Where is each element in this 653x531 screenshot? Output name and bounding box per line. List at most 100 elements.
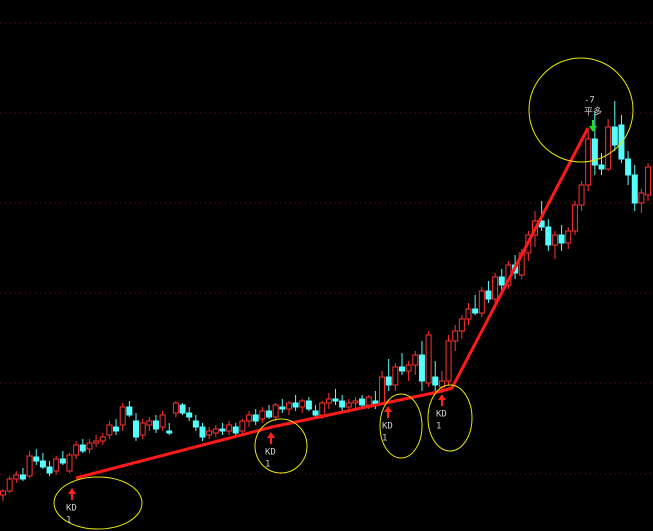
candle-body bbox=[445, 340, 452, 382]
signal-arrow bbox=[384, 406, 392, 418]
candle-body bbox=[239, 420, 246, 432]
signal-label: KD bbox=[265, 448, 276, 458]
candles bbox=[0, 101, 652, 501]
candle-body bbox=[179, 404, 186, 414]
exit-arrow bbox=[589, 120, 597, 132]
candle-body bbox=[565, 230, 572, 244]
candle-body bbox=[232, 426, 239, 434]
trend-line bbox=[75, 127, 590, 480]
candle-body bbox=[79, 444, 86, 452]
candle-body bbox=[591, 138, 598, 166]
candle-body bbox=[119, 406, 126, 426]
candle-body bbox=[305, 400, 312, 410]
candle-body bbox=[571, 204, 578, 232]
candle-body bbox=[86, 442, 93, 450]
candle-body bbox=[192, 420, 199, 428]
candle-body bbox=[339, 400, 346, 408]
candle-body bbox=[319, 402, 326, 416]
candle-body bbox=[6, 478, 13, 492]
candle-body bbox=[246, 414, 253, 422]
candle-body bbox=[66, 454, 73, 472]
candle-body bbox=[379, 376, 386, 404]
candle-body bbox=[59, 458, 66, 464]
candle-body bbox=[498, 276, 505, 286]
candle-body bbox=[259, 410, 266, 420]
candle-body bbox=[312, 410, 319, 416]
candle-body bbox=[219, 428, 226, 432]
candle-body bbox=[425, 334, 432, 384]
candle-body bbox=[611, 126, 618, 146]
candle-body bbox=[485, 290, 492, 300]
candle-body bbox=[226, 424, 233, 432]
signal-count: 1 bbox=[436, 422, 441, 432]
candle-body bbox=[166, 430, 173, 434]
signal-label: KD bbox=[382, 422, 393, 432]
candle-body bbox=[199, 426, 206, 438]
candle-body bbox=[638, 192, 645, 204]
candle-body bbox=[551, 234, 558, 246]
candle-body bbox=[418, 354, 425, 382]
signal-label: KD bbox=[66, 504, 77, 514]
exit-value: -7 bbox=[584, 96, 595, 106]
candle-body bbox=[33, 456, 40, 462]
candle-body bbox=[492, 276, 499, 300]
exit-circle bbox=[528, 57, 634, 163]
candle-body bbox=[292, 402, 299, 408]
signal-count: 1 bbox=[382, 434, 387, 444]
candle-body bbox=[578, 184, 585, 206]
signal-label: KD bbox=[436, 410, 447, 420]
candle-body bbox=[186, 412, 193, 418]
candle-body bbox=[133, 420, 139, 438]
candle-body bbox=[452, 330, 459, 342]
candle-body bbox=[345, 402, 352, 408]
candle-body bbox=[399, 366, 405, 372]
candle-body bbox=[0, 490, 6, 496]
signal-circle bbox=[53, 476, 143, 530]
candle-body bbox=[478, 290, 485, 314]
candle-body bbox=[212, 428, 219, 434]
candle-body bbox=[46, 466, 53, 474]
candle-body bbox=[39, 460, 46, 468]
candle-body bbox=[206, 430, 213, 436]
candle-body bbox=[558, 234, 565, 244]
candle-body bbox=[325, 398, 332, 404]
candle-body bbox=[272, 404, 279, 418]
candle-body bbox=[113, 426, 120, 432]
candle-body bbox=[146, 420, 153, 426]
candle-body bbox=[285, 402, 292, 410]
candle-body bbox=[99, 436, 106, 442]
candle-body bbox=[172, 402, 179, 414]
signal-circle bbox=[254, 418, 308, 474]
candle-body bbox=[458, 318, 465, 332]
candle-body bbox=[13, 474, 20, 480]
signal-count: 1 bbox=[66, 516, 71, 526]
candle-body bbox=[26, 455, 33, 477]
candle-body bbox=[299, 400, 306, 408]
candle-body bbox=[472, 308, 479, 314]
candle-body bbox=[605, 126, 612, 170]
candle-body bbox=[412, 354, 419, 366]
candle-body bbox=[279, 406, 286, 410]
candle-body bbox=[93, 440, 100, 444]
candle-body bbox=[405, 364, 412, 372]
candle-body bbox=[432, 376, 439, 386]
candle-body bbox=[352, 400, 359, 404]
candle-body bbox=[625, 158, 632, 176]
candle-body bbox=[266, 410, 272, 418]
candle-body bbox=[53, 458, 60, 472]
signal-arrow bbox=[438, 394, 446, 406]
candle-body bbox=[598, 164, 605, 170]
signal-circle bbox=[427, 384, 473, 452]
candle-body bbox=[359, 398, 366, 406]
candle-body bbox=[631, 174, 638, 204]
candle-body bbox=[465, 308, 472, 320]
candle-body bbox=[159, 414, 166, 428]
signal-count: 1 bbox=[265, 460, 270, 470]
candle-body bbox=[152, 420, 159, 430]
annotations: KD 1 KD 1 KD 1 KD 1 -7平多 bbox=[66, 96, 602, 526]
candle-body bbox=[73, 444, 80, 456]
exit-label: 平多 bbox=[584, 106, 602, 118]
candle-body bbox=[545, 226, 552, 246]
